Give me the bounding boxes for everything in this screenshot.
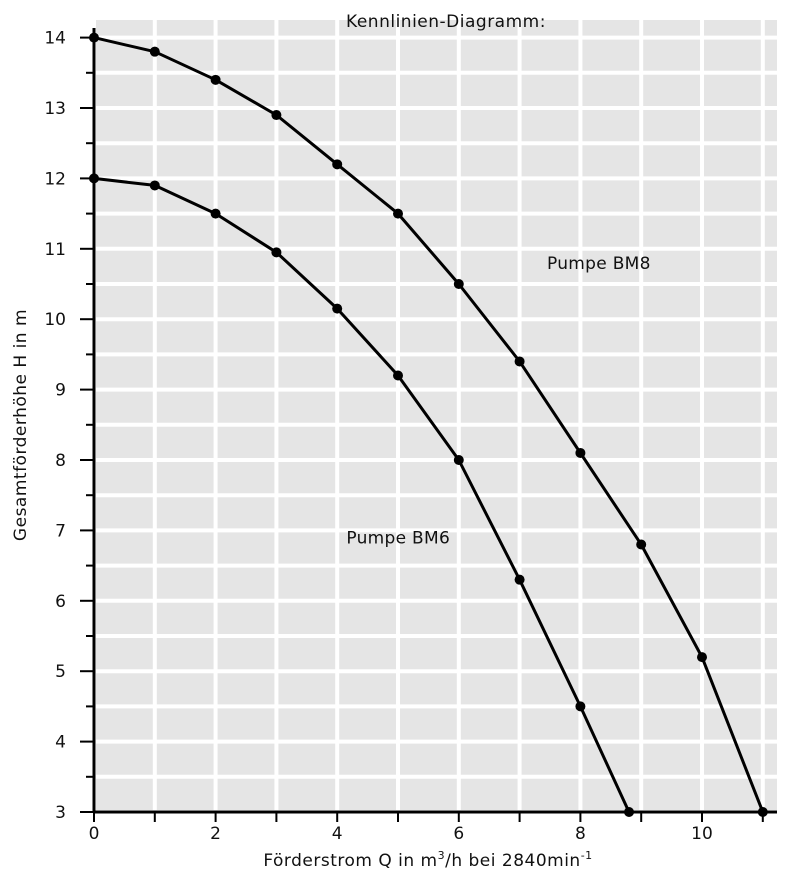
series-label: Pumpe BM6 <box>346 528 450 548</box>
plot-background <box>94 20 777 812</box>
x-tick-label: 4 <box>332 824 343 844</box>
data-point <box>636 539 647 550</box>
data-point <box>697 652 707 663</box>
x-axis-label-sup2: -1 <box>581 849 593 862</box>
data-point <box>624 807 635 817</box>
data-point <box>453 279 464 289</box>
y-tick-label: 11 <box>44 240 66 260</box>
series-line-2 <box>93 176 631 813</box>
data-point <box>453 455 464 465</box>
y-tick-label: 9 <box>55 381 66 401</box>
x-axis-label-mid: /h bei 2840min <box>445 851 581 871</box>
series-lines <box>89 32 768 817</box>
axes <box>80 28 777 822</box>
tick-labels: 3 4 5 6 7 8 9 10 11 12 13 14 0 2 4 6 8 10 <box>44 29 712 844</box>
y-tick-label: 7 <box>55 521 66 541</box>
data-point <box>149 46 160 57</box>
x-tick-label: 6 <box>453 824 464 844</box>
data-point <box>210 208 221 219</box>
annotations: Pumpe BM8 Pumpe BM6 <box>346 254 650 549</box>
data-point <box>575 447 586 458</box>
chart-title: Kennlinien-Diagramm: <box>346 12 546 32</box>
data-point <box>332 303 343 314</box>
x-tick-label: 10 <box>691 824 713 844</box>
x-axis-label: Förderstrom Q in m3/h bei 2840min-1 <box>263 849 592 871</box>
data-point <box>332 159 343 170</box>
x-axis-label-sup1: 3 <box>438 849 446 862</box>
data-point <box>514 356 525 367</box>
y-tick-label: 10 <box>44 310 66 330</box>
y-axis-label: Gesamtförderhöhe H in m <box>11 309 31 541</box>
x-axis-label-main: Förderstrom Q in m <box>263 851 437 871</box>
x-tick-label: 8 <box>575 824 586 844</box>
y-tick-label: 5 <box>55 662 66 682</box>
data-point <box>575 701 586 712</box>
data-point <box>757 807 768 817</box>
series-label: Pumpe BM8 <box>547 254 651 274</box>
data-point <box>514 574 525 585</box>
x-tick-label: 0 <box>89 824 100 844</box>
y-tick-label: 6 <box>55 592 66 612</box>
series-line-1 <box>93 36 765 813</box>
data-point <box>89 173 99 184</box>
y-tick-label: 12 <box>44 169 66 189</box>
y-tick-label: 8 <box>55 451 66 471</box>
y-tick-label: 14 <box>44 29 66 49</box>
data-point <box>210 74 221 85</box>
x-tick-label: 2 <box>210 824 221 844</box>
data-point <box>271 247 282 258</box>
y-tick-label: 4 <box>55 733 66 753</box>
data-point <box>393 370 403 381</box>
data-point <box>149 180 160 191</box>
data-point <box>393 208 403 219</box>
y-tick-label: 3 <box>55 803 66 823</box>
data-point <box>271 110 282 121</box>
data-point <box>89 32 99 43</box>
y-tick-label: 13 <box>44 99 66 119</box>
